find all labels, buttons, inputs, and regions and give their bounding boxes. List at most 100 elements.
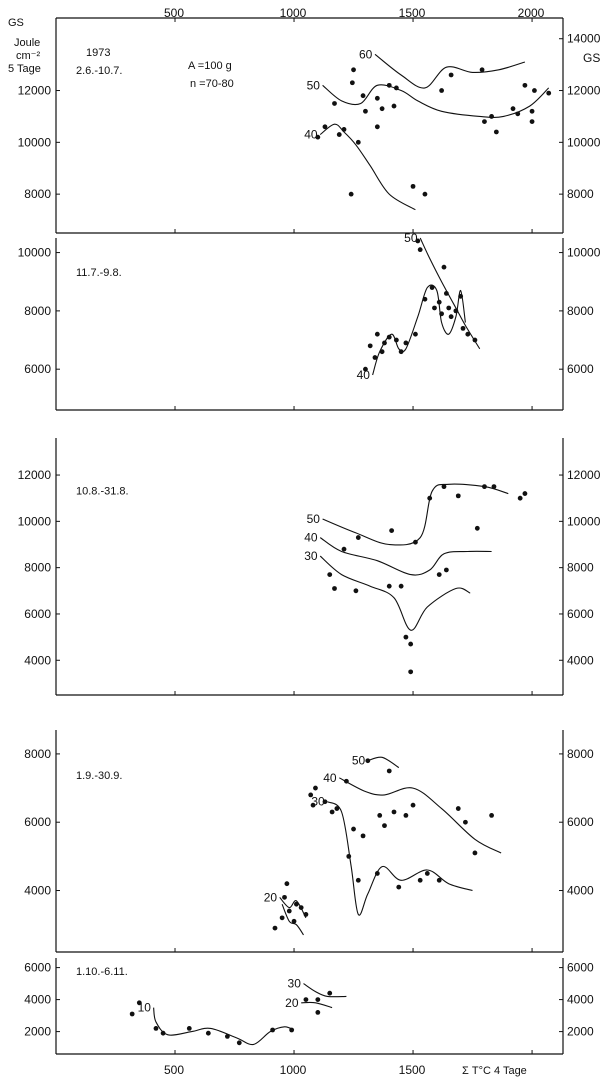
data-point bbox=[313, 785, 318, 791]
data-point bbox=[294, 901, 299, 907]
panel-date-label: 1.10.-6.11. bbox=[76, 966, 128, 978]
right-y-tick-label: 8000 bbox=[567, 747, 594, 761]
data-point bbox=[374, 124, 380, 130]
data-point bbox=[489, 812, 494, 818]
data-point bbox=[458, 293, 464, 299]
data-point bbox=[377, 812, 383, 818]
data-point bbox=[291, 918, 297, 924]
data-point bbox=[327, 990, 333, 996]
data-point bbox=[441, 264, 447, 270]
series-curve bbox=[322, 483, 509, 546]
data-point bbox=[360, 833, 366, 839]
data-point bbox=[455, 806, 461, 811]
data-point bbox=[374, 95, 380, 101]
chart-panel: 8000 10000 12000 8000 10000 12000 14000 2.6.-10… bbox=[18, 17, 601, 234]
y-tick-label: 6000 bbox=[24, 607, 51, 621]
data-point bbox=[453, 308, 459, 314]
data-point bbox=[270, 1027, 276, 1033]
right-y-tick-label: 6000 bbox=[567, 362, 594, 376]
data-point bbox=[443, 567, 449, 573]
data-point bbox=[322, 799, 328, 805]
right-y-tick-label: 4000 bbox=[567, 653, 594, 667]
data-point bbox=[422, 191, 428, 197]
data-point bbox=[432, 305, 437, 311]
data-point bbox=[129, 1011, 135, 1017]
data-point bbox=[351, 67, 356, 73]
top-axis-tick: 2000 bbox=[518, 6, 545, 20]
chart-panel: 6000 8000 10000 6000 8000 10000 11.7.-9.8. 50 40 bbox=[18, 231, 601, 411]
series-curve bbox=[374, 53, 526, 89]
data-point bbox=[346, 853, 352, 859]
data-point bbox=[336, 132, 342, 137]
data-point bbox=[529, 119, 535, 125]
top-axis-tick: 1500 bbox=[399, 6, 426, 20]
data-point bbox=[417, 247, 423, 253]
data-point bbox=[322, 124, 328, 130]
data-point bbox=[482, 484, 487, 490]
data-point bbox=[334, 806, 340, 811]
top-axis-tick: 500 bbox=[164, 6, 184, 20]
data-point bbox=[363, 108, 368, 114]
bottom-axis-tick: 1500 bbox=[399, 1063, 426, 1077]
data-point bbox=[546, 90, 552, 96]
data-point bbox=[348, 191, 354, 197]
y-tick-label: 6000 bbox=[24, 815, 51, 829]
data-point bbox=[315, 997, 321, 1002]
chart-panel: 2000400060002000400060001.10.-6.11.10302… bbox=[24, 958, 594, 1055]
data-point bbox=[391, 103, 397, 109]
right-y-tick-label: 6000 bbox=[567, 815, 594, 829]
data-point bbox=[341, 546, 347, 552]
y-tick-label: 8000 bbox=[24, 747, 51, 761]
data-point bbox=[389, 528, 395, 534]
data-point bbox=[446, 305, 452, 311]
sample-label: A =100 g bbox=[188, 60, 232, 72]
data-point bbox=[160, 1030, 166, 1036]
data-point bbox=[403, 812, 409, 818]
data-point bbox=[510, 106, 516, 112]
y-tick-label: 4000 bbox=[24, 993, 51, 1007]
data-point bbox=[382, 340, 387, 346]
data-point bbox=[224, 1034, 230, 1039]
data-point bbox=[236, 1040, 242, 1046]
left-unit-cm: cm⁻² bbox=[16, 50, 40, 62]
curve-label: 40 bbox=[357, 368, 371, 382]
right-unit-gs: GS bbox=[583, 51, 600, 65]
data-point bbox=[353, 588, 359, 594]
data-point bbox=[398, 349, 404, 355]
curve-label: 50 bbox=[352, 754, 366, 768]
year-label: 1973 bbox=[86, 47, 110, 59]
data-point bbox=[329, 809, 335, 815]
data-point bbox=[482, 119, 487, 125]
data-point bbox=[410, 802, 416, 808]
right-y-tick-label: 4000 bbox=[567, 884, 594, 898]
right-y-tick-label: 6000 bbox=[567, 961, 594, 975]
data-point bbox=[417, 877, 423, 883]
data-point bbox=[529, 108, 535, 114]
data-point bbox=[327, 572, 333, 578]
data-point bbox=[308, 792, 314, 798]
series-curve bbox=[372, 284, 466, 376]
data-point bbox=[360, 93, 366, 99]
data-point bbox=[298, 905, 304, 910]
data-point bbox=[393, 85, 399, 91]
series-curve bbox=[319, 123, 416, 211]
top-axis-tick: 1000 bbox=[280, 6, 307, 20]
data-point bbox=[532, 88, 537, 93]
data-point bbox=[436, 572, 442, 578]
data-point bbox=[474, 525, 480, 531]
data-point bbox=[303, 997, 309, 1002]
data-point bbox=[374, 331, 380, 337]
data-point bbox=[355, 139, 361, 145]
data-point bbox=[136, 1000, 142, 1006]
data-point bbox=[408, 669, 414, 675]
data-point bbox=[303, 912, 309, 917]
bottom-axis-title: Σ T°C 4 Tage bbox=[462, 1065, 527, 1077]
right-y-tick-label: 4000 bbox=[567, 993, 594, 1007]
right-y-tick-label: 8000 bbox=[567, 561, 594, 575]
data-point bbox=[489, 114, 494, 119]
curve-label: 20 bbox=[264, 890, 278, 904]
y-tick-label: 10000 bbox=[18, 135, 52, 149]
data-point bbox=[374, 871, 380, 876]
data-point bbox=[472, 850, 478, 856]
curve-label: 30 bbox=[304, 549, 318, 563]
